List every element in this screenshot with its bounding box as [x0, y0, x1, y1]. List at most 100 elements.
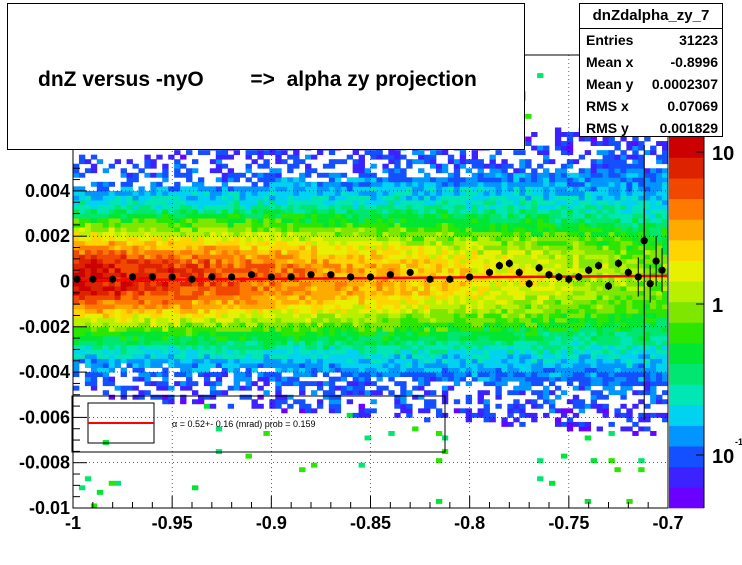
- heatmap-cell: [334, 281, 342, 287]
- heatmap-cell: [96, 308, 104, 314]
- heatmap-cell: [334, 249, 342, 255]
- heatmap-cell: [263, 390, 270, 396]
- heatmap-cell: [376, 249, 383, 255]
- heatmap-cell: [287, 222, 294, 228]
- heatmap-cell: [519, 227, 526, 233]
- heatmap-cell: [358, 390, 365, 396]
- heatmap-cell: [287, 326, 294, 332]
- heatmap-cell: [352, 209, 359, 214]
- heatmap-cell: [144, 249, 151, 255]
- heatmap-cell: [554, 358, 562, 364]
- heatmap-cell: [364, 240, 371, 246]
- heatmap-cell: [263, 172, 270, 178]
- heatmap-cell: [340, 295, 348, 301]
- heatmap-cell: [162, 272, 169, 278]
- heatmap-cell: [328, 186, 336, 192]
- heatmap-cell: [483, 227, 490, 233]
- heatmap-cell: [132, 163, 139, 169]
- heatmap-cell: [554, 299, 562, 305]
- heatmap-cell: [138, 299, 145, 305]
- heatmap-cell: [477, 254, 484, 260]
- heatmap-cell: [156, 236, 163, 242]
- heatmap-cell: [578, 222, 586, 228]
- heatmap-cell: [483, 349, 490, 355]
- heatmap-cell: [305, 199, 312, 205]
- heatmap-cell: [150, 222, 157, 228]
- heatmap-cell: [608, 172, 615, 178]
- heatmap-cell: [495, 326, 502, 332]
- heatmap-cell: [435, 322, 443, 328]
- heatmap-cell: [400, 372, 407, 378]
- heatmap-cell: [120, 168, 127, 174]
- heatmap-cell: [447, 199, 455, 205]
- heatmap-cell: [221, 344, 229, 350]
- heatmap-cell: [364, 390, 371, 396]
- heatmap-cell: [382, 353, 389, 359]
- heatmap-cell: [525, 376, 532, 382]
- heatmap-cell: [138, 313, 145, 319]
- heatmap-cell: [192, 331, 199, 337]
- heatmap-cell: [138, 335, 145, 341]
- heatmap-cell: [638, 353, 645, 359]
- heatmap-cell: [382, 195, 389, 201]
- heatmap-cell: [311, 222, 318, 228]
- heatmap-cell: [102, 376, 110, 382]
- heatmap-cell: [209, 236, 217, 242]
- heatmap-cell: [584, 190, 592, 196]
- heatmap-cell: [215, 163, 223, 169]
- heatmap-cell: [257, 295, 264, 301]
- heatmap-cell: [495, 258, 502, 264]
- heatmap-cell: [114, 281, 121, 287]
- heatmap-cell: [447, 308, 455, 314]
- heatmap-cell: [489, 168, 496, 174]
- heatmap-cell: [519, 290, 526, 296]
- heatmap-cell: [281, 249, 288, 255]
- heatmap-cell: [245, 317, 252, 323]
- heatmap-cell: [322, 299, 330, 305]
- heatmap-cell: [251, 227, 258, 233]
- heatmap-cell: [180, 313, 187, 319]
- heatmap-cell: [608, 308, 615, 314]
- heatmap-cell: [102, 349, 110, 355]
- heatmap-cell: [602, 308, 609, 314]
- heatmap-cell: [459, 177, 467, 183]
- heatmap-cell: [519, 231, 526, 237]
- heatmap-cell: [316, 367, 324, 373]
- heatmap-cell: [299, 218, 306, 224]
- heatmap-cell: [299, 227, 306, 233]
- heatmap-cell: [364, 313, 371, 319]
- heatmap-cell: [334, 304, 342, 310]
- heatmap-cell: [632, 372, 639, 378]
- heatmap-cell: [441, 335, 449, 341]
- heatmap-cell: [180, 213, 187, 219]
- heatmap-cell: [293, 154, 300, 160]
- heatmap-cell: [424, 263, 431, 269]
- heatmap-cell: [406, 204, 413, 210]
- heatmap-cell: [340, 326, 348, 332]
- heatmap-cell: [400, 231, 407, 237]
- heatmap-cell: [566, 376, 574, 382]
- heatmap-cell: [156, 385, 163, 391]
- heatmap-cell: [584, 349, 592, 355]
- heatmap-cell: [626, 195, 633, 201]
- heatmap-cell: [299, 467, 306, 473]
- heatmap-cell: [138, 290, 145, 296]
- heatmap-cell: [424, 326, 431, 332]
- heatmap-cell: [424, 313, 431, 319]
- heatmap-cell: [418, 304, 425, 310]
- heatmap-cell: [406, 163, 413, 169]
- heatmap-cell: [483, 390, 490, 396]
- heatmap-cell: [459, 213, 467, 219]
- heatmap-cell: [406, 263, 413, 269]
- heatmap-cell: [584, 281, 592, 287]
- heatmap-cell: [584, 186, 592, 192]
- heatmap-cell: [495, 218, 502, 224]
- heatmap-cell: [596, 426, 603, 432]
- heatmap-cell: [334, 286, 342, 291]
- heatmap-cell: [632, 276, 639, 282]
- heatmap-cell: [394, 281, 401, 287]
- heatmap-cell: [334, 358, 342, 364]
- heatmap-cell: [394, 267, 401, 273]
- heatmap-cell: [245, 381, 252, 387]
- heatmap-cell: [269, 299, 276, 305]
